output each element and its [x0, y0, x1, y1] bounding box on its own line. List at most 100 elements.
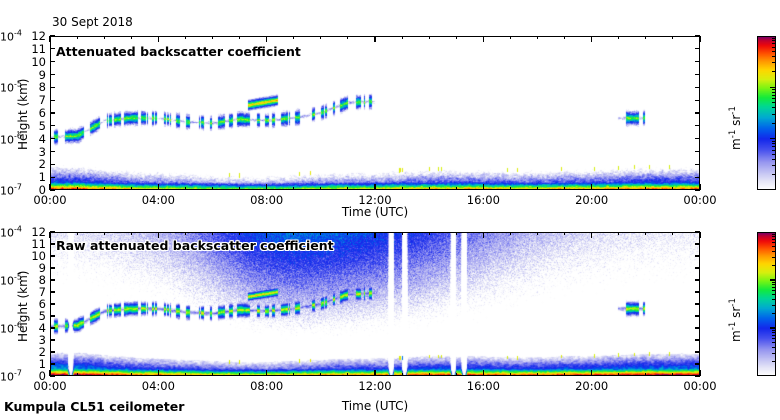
colorbar-tick-label: 10-7: [0, 183, 751, 198]
colorbar-mantissa: 10: [0, 30, 14, 44]
y-tick-label: 1: [38, 170, 46, 185]
x-minor-tick: [645, 232, 647, 235]
colorbar-minor-tick: [772, 140, 776, 142]
colorbar-minor-tick: [772, 361, 776, 363]
colorbar-minor-tick: [772, 165, 776, 166]
colorbar-minor-tick: [772, 313, 776, 315]
backscatter-heatmap-raw: [50, 232, 700, 376]
colorbar-minor-tick: [772, 286, 776, 288]
y-tick: [50, 163, 55, 165]
y-tick: [695, 176, 700, 178]
x-minor-tick: [564, 187, 566, 190]
y-tick: [695, 189, 700, 191]
colorbar-minor-tick: [772, 40, 776, 42]
x-minor-tick: [401, 187, 403, 190]
colorbar-tick-label: 10-5: [0, 80, 751, 95]
x-tick-label: 04:00: [141, 379, 175, 393]
x-minor-tick: [239, 373, 241, 376]
colorbar-minor-tick: [772, 334, 776, 336]
y-tick: [50, 279, 55, 281]
colorbar-minor-tick: [772, 102, 776, 104]
colorbar-major-tick: [770, 327, 776, 329]
colorbar-mantissa: 10: [0, 184, 14, 198]
colorbar-minor-tick: [772, 290, 776, 292]
y-tick: [50, 61, 55, 63]
x-axis-label-screened: Time (UTC): [341, 205, 409, 219]
colorbar-minor-tick: [772, 143, 776, 145]
x-minor-tick: [293, 187, 295, 190]
y-tick: [50, 351, 55, 353]
x-minor-tick: [239, 232, 241, 235]
y-tick: [50, 339, 55, 341]
y-tick: [695, 112, 700, 114]
y-tick-label: 11: [31, 237, 46, 251]
footer-instrument-label: Kumpula CL51 ceilometer: [4, 399, 185, 414]
colorbar-minor-tick: [772, 37, 776, 39]
x-tick: [374, 232, 376, 238]
x-minor-tick: [537, 232, 538, 235]
x-minor-tick: [130, 373, 132, 376]
x-minor-tick: [212, 36, 213, 39]
colorbar-tick-label: 10-4: [0, 29, 751, 44]
x-minor-tick: [455, 36, 457, 39]
y-tick: [695, 163, 700, 165]
colorbar-mantissa: 10: [0, 322, 14, 336]
x-minor-tick: [509, 232, 511, 235]
y-tick: [50, 291, 55, 293]
x-tick: [699, 36, 701, 42]
x-minor-tick: [320, 36, 322, 39]
x-minor-tick: [428, 232, 430, 235]
y-tick-label: 1: [38, 357, 46, 371]
x-tick: [266, 184, 268, 190]
x-tick: [591, 36, 593, 42]
panel-title-screened: Attenuated backscatter coefficient: [56, 44, 301, 59]
colorbar-minor-tick: [772, 46, 776, 48]
x-tick: [482, 36, 484, 42]
colorbar-minor-tick: [772, 62, 776, 64]
y-tick-label: 2: [38, 345, 46, 359]
colorbar-exponent: -5: [14, 80, 22, 89]
x-minor-tick: [428, 187, 430, 190]
y-tick: [50, 99, 55, 101]
colorbar-minor-tick: [772, 298, 776, 300]
colorbar-minor-tick: [772, 158, 776, 160]
y-tick: [695, 243, 700, 245]
x-minor-tick: [320, 232, 322, 235]
y-tick: [695, 138, 700, 140]
y-tick: [50, 315, 55, 317]
y-tick-label: 8: [38, 80, 46, 95]
y-tick: [695, 267, 700, 269]
colorbar-exponent: -4: [14, 224, 22, 234]
x-minor-tick: [455, 373, 457, 376]
x-minor-tick: [564, 373, 566, 376]
y-tick: [50, 150, 55, 153]
x-minor-tick: [672, 187, 674, 190]
y-tick-label: 6: [38, 106, 46, 120]
y-tick-label: 2: [38, 157, 46, 172]
colorbar-mantissa: 10: [0, 274, 14, 288]
y-tick: [695, 48, 700, 50]
colorbar-exponent: -7: [14, 368, 22, 378]
x-minor-tick: [130, 232, 132, 235]
colorbar-minor-tick: [772, 122, 776, 124]
y-tick: [695, 351, 700, 353]
y-tick-label: 4: [38, 321, 46, 335]
colorbar-minor-tick: [772, 174, 776, 176]
x-minor-tick: [537, 36, 538, 39]
date-label: 30 Sept 2018: [52, 15, 133, 29]
x-tick: [266, 36, 268, 42]
x-minor-tick: [184, 187, 186, 190]
x-minor-tick: [428, 36, 430, 39]
colorbar-minor-tick: [772, 341, 776, 343]
x-tick-label: 16:00: [466, 193, 500, 207]
colorbar-mantissa: 10: [0, 226, 14, 240]
y-tick: [50, 138, 55, 140]
x-minor-tick: [347, 36, 349, 39]
x-tick: [49, 36, 51, 42]
x-minor-tick: [320, 373, 322, 376]
y-tick: [695, 125, 700, 127]
colorbar-minor-tick: [772, 250, 776, 252]
x-minor-tick: [347, 187, 349, 190]
colorbar-tick-label: 10-6: [0, 321, 751, 336]
x-minor-tick: [618, 187, 620, 190]
